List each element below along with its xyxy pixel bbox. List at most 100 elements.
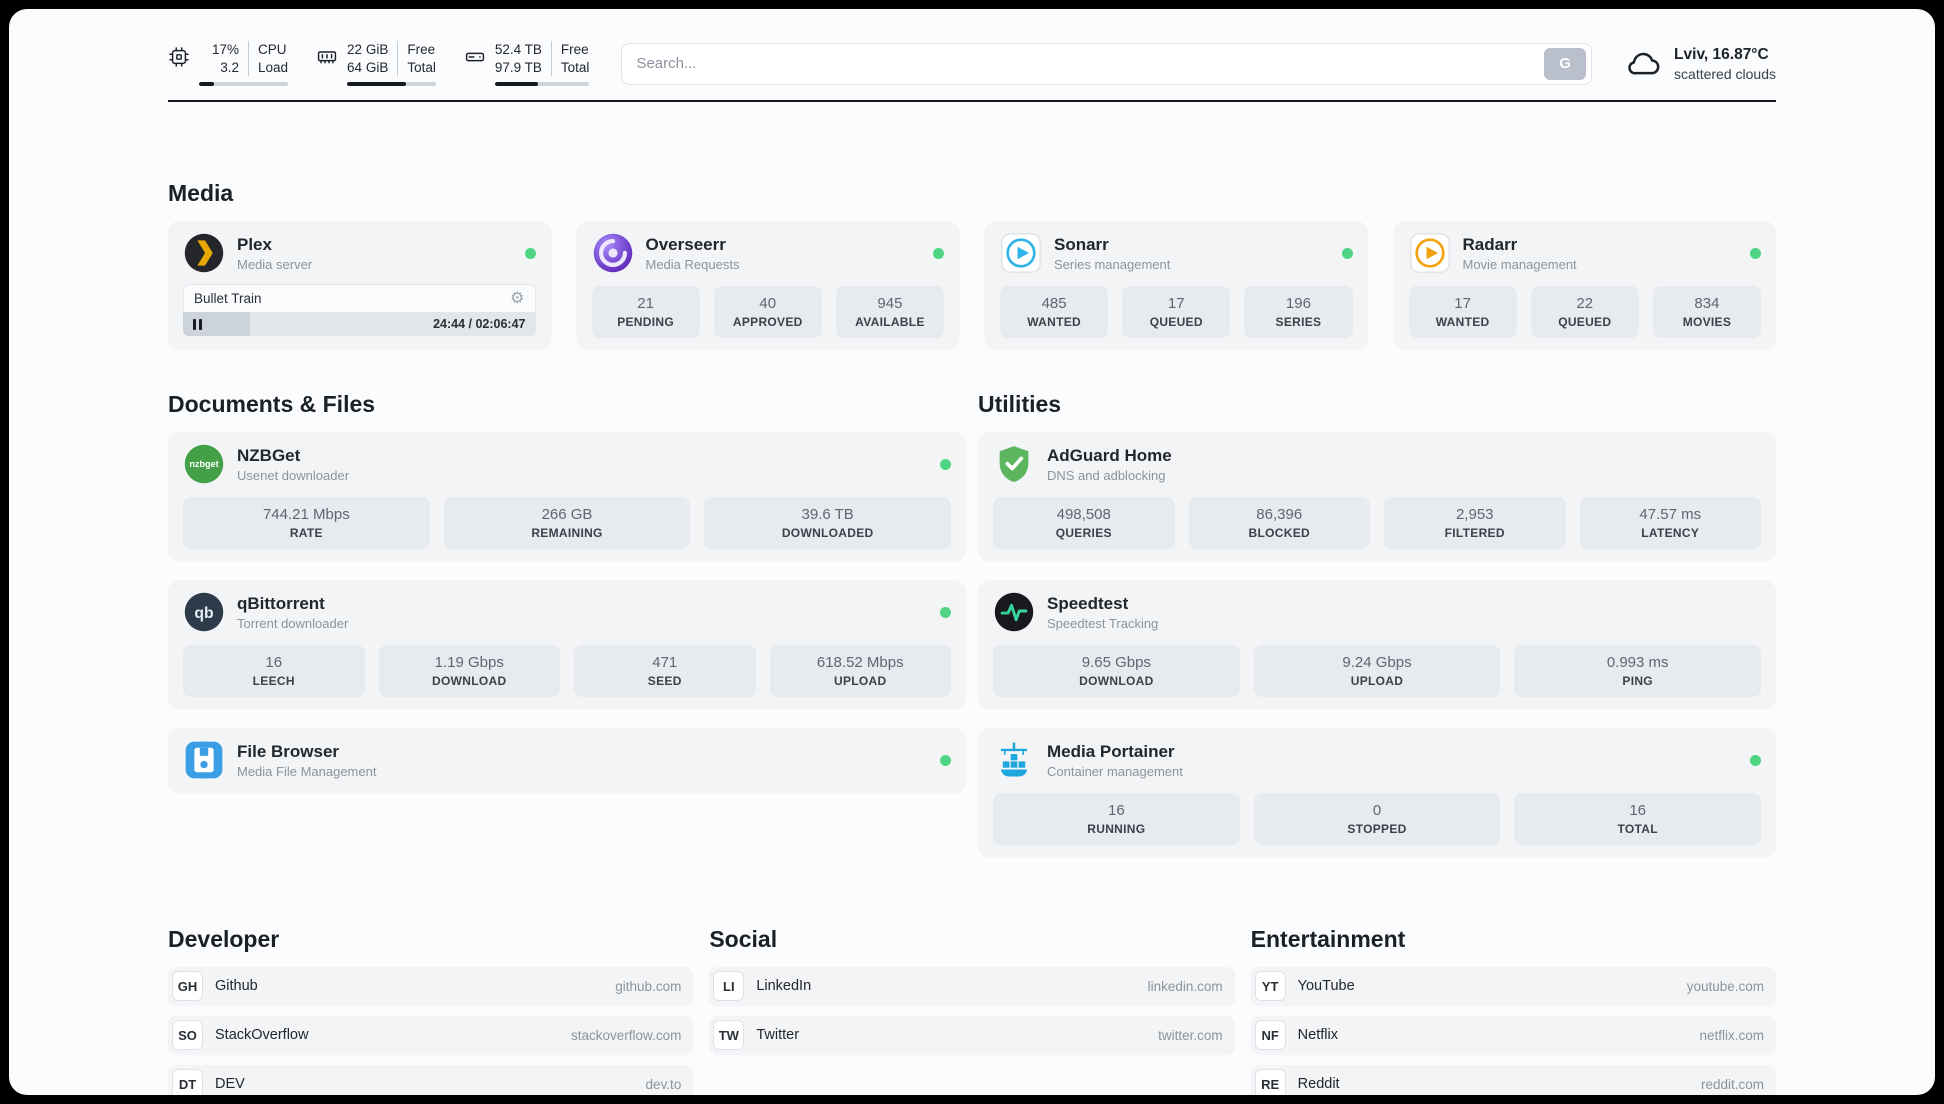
stat-box: 40 APPROVED: [713, 286, 822, 338]
app-card-radarr[interactable]: Radarr Movie management 17 WANTED 22 QUE…: [1393, 221, 1776, 349]
metric-row: 3.2 Load: [199, 58, 289, 76]
app-desc: Speedtest Tracking: [1047, 615, 1159, 631]
bookmark-abbr: YT: [1254, 971, 1286, 1001]
stat-value: 498,508: [1056, 506, 1111, 523]
bookmark-linkedin[interactable]: LI LinkedIn linkedin.com: [709, 967, 1235, 1005]
seek-bar[interactable]: 24:44 / 02:06:47: [183, 312, 536, 336]
status-dot: [940, 606, 951, 618]
stat-box: 471 SEED: [574, 645, 756, 697]
app-card-filebrowser[interactable]: File Browser Media File Management: [168, 728, 966, 792]
search-engine-button[interactable]: G: [1544, 47, 1587, 80]
stat-value: 16: [265, 654, 283, 671]
stat-value: 22: [1576, 295, 1594, 312]
bookmark-abbr: DT: [172, 1069, 203, 1095]
stat-label: FILTERED: [1444, 526, 1505, 540]
stat-label: MOVIES: [1682, 315, 1732, 329]
app-card-portainer[interactable]: Media Portainer Container management 16 …: [978, 728, 1776, 856]
header-divider: [168, 100, 1776, 102]
stat-box: 17 QUEUED: [1122, 286, 1231, 338]
bookmark-name: Github: [215, 978, 258, 994]
svg-text:nzbget: nzbget: [189, 459, 218, 469]
cpu-icon: [168, 46, 190, 68]
app-name: NZBGet: [237, 445, 301, 465]
stat-box: 0 STOPPED: [1253, 793, 1501, 845]
bookmark-url: reddit.com: [1700, 1076, 1764, 1092]
metric-value: 52.4 TB: [495, 41, 552, 59]
search-bar: G: [621, 42, 1593, 85]
stat-label: QUEUED: [1149, 315, 1203, 329]
section-title-media: Media: [168, 180, 234, 206]
radarr-icon: [1409, 232, 1451, 274]
bookmark-reddit[interactable]: RE Reddit reddit.com: [1250, 1065, 1776, 1095]
bookmark-abbr: NF: [1254, 1020, 1286, 1050]
metric-value: 64 GiB: [347, 58, 399, 76]
bookmark-abbr: SO: [172, 1020, 203, 1050]
stat-label: UPLOAD: [1350, 674, 1404, 688]
stat-box: 16 TOTAL: [1514, 793, 1762, 845]
section-media: Media Plex Media server: [168, 180, 1776, 349]
section-title-documents: Documents & Files: [168, 391, 376, 417]
qbittorrent-icon: qb: [183, 591, 225, 633]
ram-progress-fill: [347, 82, 406, 86]
stat-label: PING: [1622, 674, 1653, 688]
app-card-sonarr[interactable]: Sonarr Series management 485 WANTED 17 Q…: [985, 221, 1368, 349]
stat-value: 196: [1285, 295, 1311, 312]
status-dot: [933, 247, 944, 259]
stat-label: PENDING: [617, 315, 674, 329]
app-card-qbittorrent[interactable]: qb qBittorrent Torrent downloader 16 LEE…: [168, 580, 966, 708]
weather-condition: scattered clouds: [1674, 65, 1776, 82]
bookmark-netflix[interactable]: NF Netflix netflix.com: [1250, 1016, 1776, 1054]
stat-label: SERIES: [1275, 315, 1322, 329]
bookmark-dev[interactable]: DT DEV dev.to: [168, 1065, 694, 1095]
bookmark-stackoverflow[interactable]: SO StackOverflow stackoverflow.com: [168, 1016, 694, 1054]
metric-row: 17% CPU: [199, 41, 288, 59]
app-desc: DNS and adblocking: [1047, 467, 1166, 483]
stat-value: 21: [637, 295, 654, 312]
app-card-plex[interactable]: Plex Media server Bullet Train ⚙: [168, 221, 551, 349]
stat-box: 47.57 ms LATENCY: [1579, 497, 1761, 549]
status-dot: [940, 458, 951, 470]
stat-label: SEED: [647, 674, 682, 688]
bookmark-group-entertainment: Entertainment YT YouTube youtube.com NF …: [1250, 926, 1776, 1095]
stat-box: 9.24 Gbps UPLOAD: [1253, 645, 1501, 697]
system-metrics: 17% CPU 3.2 Load: [168, 41, 590, 86]
metric-value: 17%: [199, 41, 249, 59]
metric-value: 3.2: [199, 58, 249, 76]
bookmark-url: dev.to: [645, 1076, 682, 1092]
stat-box: 1.19 Gbps DOWNLOAD: [378, 645, 560, 697]
app-card-adguard[interactable]: AdGuard Home DNS and adblocking 498,508 …: [978, 432, 1776, 560]
bookmark-url: youtube.com: [1686, 978, 1764, 994]
stat-label: DOWNLOAD: [432, 674, 507, 688]
metric-label: Load: [258, 59, 289, 75]
app-card-overseerr[interactable]: Overseerr Media Requests 21 PENDING 40 A…: [576, 221, 959, 349]
stat-value: 17: [1167, 295, 1185, 312]
app-card-nzbget[interactable]: nzbget NZBGet Usenet downloader 744.21 M…: [168, 432, 966, 560]
stat-box: 2,953 FILTERED: [1384, 497, 1566, 549]
stat-value: 618.52 Mbps: [816, 654, 904, 671]
ram-progress-bar: [347, 82, 436, 86]
app-card-speedtest[interactable]: Speedtest Speedtest Tracking 9.65 Gbps D…: [978, 580, 1776, 708]
metric-label: Free: [560, 42, 589, 57]
stat-value: 2,953: [1455, 506, 1494, 523]
sonarr-icon: [1000, 232, 1042, 274]
metric-label: Free: [407, 42, 436, 57]
gear-icon[interactable]: ⚙: [510, 289, 525, 307]
section-title-entertainment: Entertainment: [1250, 926, 1406, 952]
stat-value: 9.65 Gbps: [1081, 654, 1151, 671]
stat-label: BLOCKED: [1248, 526, 1310, 540]
metric-label: Total: [560, 59, 590, 75]
bookmark-abbr: GH: [172, 971, 203, 1001]
bookmark-github[interactable]: GH Github github.com: [168, 967, 694, 1005]
stat-value: 485: [1041, 295, 1067, 312]
search-input[interactable]: [636, 55, 1545, 72]
metric-cpu: 17% CPU 3.2 Load: [168, 41, 289, 86]
stat-value: 834: [1694, 295, 1720, 312]
stat-box: 39.6 TB DOWNLOADED: [704, 497, 952, 549]
pause-icon[interactable]: [193, 318, 202, 330]
stat-box: 86,396 BLOCKED: [1188, 497, 1370, 549]
bookmark-youtube[interactable]: YT YouTube youtube.com: [1250, 967, 1776, 1005]
bookmark-twitter[interactable]: TW Twitter twitter.com: [709, 1016, 1235, 1054]
status-dot: [1750, 754, 1761, 766]
stat-box: 498,508 QUERIES: [993, 497, 1175, 549]
disk-progress-bar: [494, 82, 590, 86]
